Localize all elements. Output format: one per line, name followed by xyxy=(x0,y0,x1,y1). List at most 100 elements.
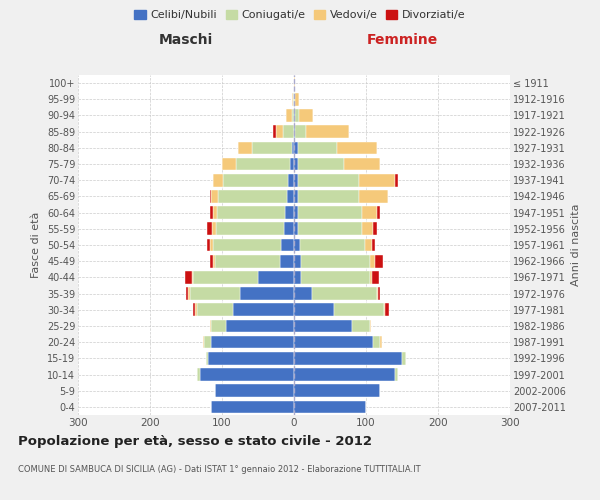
Bar xyxy=(215,384,294,397)
Bar xyxy=(298,222,362,235)
Bar xyxy=(208,352,294,364)
Bar xyxy=(190,288,240,300)
Bar xyxy=(294,174,298,186)
Bar xyxy=(294,238,300,252)
Bar xyxy=(193,271,258,283)
Bar xyxy=(210,255,212,268)
Bar xyxy=(295,93,299,106)
Bar xyxy=(240,288,294,300)
Bar xyxy=(372,271,379,283)
Bar xyxy=(373,222,377,235)
Bar xyxy=(294,109,295,122)
Bar xyxy=(378,288,380,300)
Bar xyxy=(295,109,299,122)
Bar xyxy=(204,336,211,348)
Bar xyxy=(210,320,211,332)
Bar xyxy=(185,271,192,283)
Bar xyxy=(211,238,212,252)
Bar xyxy=(298,158,344,170)
Bar xyxy=(210,190,211,202)
Y-axis label: Fasce di età: Fasce di età xyxy=(31,212,41,278)
Bar xyxy=(395,368,398,381)
Text: Maschi: Maschi xyxy=(159,34,213,48)
Bar xyxy=(287,190,294,202)
Bar xyxy=(376,255,383,268)
Bar xyxy=(207,222,212,235)
Bar xyxy=(238,142,252,154)
Bar xyxy=(365,238,372,252)
Bar xyxy=(203,336,204,348)
Bar xyxy=(295,126,306,138)
Bar xyxy=(286,109,292,122)
Bar xyxy=(294,304,334,316)
Bar xyxy=(236,158,290,170)
Bar xyxy=(377,206,380,219)
Bar xyxy=(294,206,298,219)
Bar xyxy=(294,158,298,170)
Bar xyxy=(294,368,395,381)
Bar xyxy=(292,109,294,122)
Bar xyxy=(294,288,312,300)
Bar xyxy=(222,158,236,170)
Bar xyxy=(359,174,395,186)
Bar xyxy=(290,158,294,170)
Bar xyxy=(372,238,376,252)
Bar xyxy=(298,174,359,186)
Bar xyxy=(294,93,295,106)
Bar xyxy=(344,158,380,170)
Bar xyxy=(312,288,377,300)
Bar xyxy=(233,304,294,316)
Bar xyxy=(197,368,200,381)
Text: Femmine: Femmine xyxy=(367,34,437,48)
Bar xyxy=(384,304,385,316)
Bar xyxy=(186,288,188,300)
Bar xyxy=(280,255,294,268)
Bar xyxy=(293,93,294,106)
Bar xyxy=(306,126,349,138)
Bar xyxy=(210,206,214,219)
Bar xyxy=(294,222,298,235)
Bar xyxy=(301,271,370,283)
Bar xyxy=(294,142,298,154)
Bar xyxy=(292,142,294,154)
Bar xyxy=(218,190,287,202)
Bar xyxy=(385,304,389,316)
Bar xyxy=(294,190,298,202)
Bar xyxy=(211,190,218,202)
Bar xyxy=(281,238,294,252)
Bar xyxy=(294,336,373,348)
Bar xyxy=(300,238,365,252)
Bar xyxy=(212,174,223,186)
Bar xyxy=(299,109,313,122)
Bar xyxy=(377,288,378,300)
Bar xyxy=(212,238,281,252)
Bar xyxy=(217,206,286,219)
Bar xyxy=(276,126,283,138)
Bar xyxy=(294,384,380,397)
Bar xyxy=(192,271,193,283)
Bar xyxy=(214,206,217,219)
Bar xyxy=(370,255,376,268)
Bar xyxy=(197,304,233,316)
Bar xyxy=(193,304,196,316)
Bar xyxy=(283,126,294,138)
Bar xyxy=(334,304,384,316)
Bar xyxy=(301,255,370,268)
Bar xyxy=(188,288,190,300)
Bar xyxy=(211,336,294,348)
Bar xyxy=(252,142,292,154)
Bar xyxy=(286,206,294,219)
Bar xyxy=(258,271,294,283)
Bar xyxy=(284,222,294,235)
Text: Popolazione per età, sesso e stato civile - 2012: Popolazione per età, sesso e stato civil… xyxy=(18,435,372,448)
Y-axis label: Anni di nascita: Anni di nascita xyxy=(571,204,581,286)
Bar xyxy=(226,320,294,332)
Bar xyxy=(211,320,226,332)
Bar xyxy=(298,206,362,219)
Bar xyxy=(294,320,352,332)
Bar xyxy=(362,206,377,219)
Legend: Celibi/Nubili, Coniugati/e, Vedovi/e, Divorziati/e: Celibi/Nubili, Coniugati/e, Vedovi/e, Di… xyxy=(130,6,470,25)
Bar xyxy=(402,352,406,364)
Bar xyxy=(352,320,370,332)
Bar xyxy=(211,400,294,413)
